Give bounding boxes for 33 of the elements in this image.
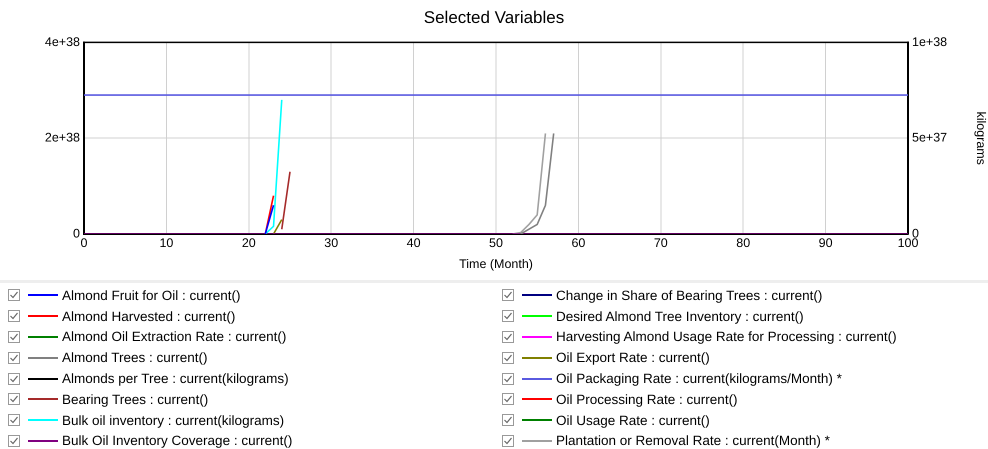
y-tick-label: 2e+38 bbox=[44, 130, 80, 145]
x-tick-label: 80 bbox=[736, 236, 750, 250]
legend-label: Plantation or Removal Rate : current(Month) * bbox=[556, 433, 830, 448]
legend-label: Oil Usage Rate : current() bbox=[556, 412, 710, 428]
x-tick-label: 70 bbox=[654, 236, 668, 250]
x-tick-label: 10 bbox=[159, 236, 174, 250]
legend-label: Bulk Oil Inventory Coverage : current() bbox=[62, 433, 292, 448]
legend-label: Almond Trees : current() bbox=[62, 350, 208, 366]
legend-label: Change in Share of Bearing Trees : current() bbox=[556, 288, 822, 303]
x-tick-label: 90 bbox=[818, 236, 833, 250]
x-tick-label: 20 bbox=[242, 236, 256, 250]
legend-label: Bearing Trees : current() bbox=[62, 392, 208, 407]
legend-label: Bulk oil inventory : current(kilograms) bbox=[62, 412, 284, 428]
x-axis-title: Time (Month) bbox=[459, 256, 533, 271]
legend-label: Almond Fruit for Oil : current() bbox=[62, 288, 241, 303]
x-tick-label: 30 bbox=[324, 236, 338, 250]
y2-axis-title: kilograms bbox=[974, 111, 988, 165]
legend-label: Oil Processing Rate : current() bbox=[556, 392, 738, 407]
legend-label: Harvesting Almond Usage Rate for Processing : current() bbox=[556, 329, 897, 344]
x-tick-label: 40 bbox=[406, 236, 421, 250]
x-tick-label: 50 bbox=[489, 236, 503, 250]
chart-title: Selected Variables bbox=[424, 8, 564, 27]
x-tick-label: 60 bbox=[571, 236, 586, 250]
y-tick-label: 4e+38 bbox=[44, 34, 80, 49]
legend-label: Almond Oil Extraction Rate : current() bbox=[62, 329, 286, 344]
y2-tick-label: 5e+37 bbox=[912, 130, 948, 145]
y-tick-label: 0 bbox=[73, 226, 80, 240]
legend-label: Desired Almond Tree Inventory : current() bbox=[556, 308, 804, 324]
legend-label: Almonds per Tree : current(kilograms) bbox=[62, 371, 289, 386]
legend-label: Oil Packaging Rate : current(kilograms/Month) * bbox=[556, 371, 842, 386]
legend-label: Oil Export Rate : current() bbox=[556, 350, 710, 366]
y2-tick-label: 1e+38 bbox=[912, 34, 948, 49]
legend-label: Almond Harvested : current() bbox=[62, 308, 236, 324]
